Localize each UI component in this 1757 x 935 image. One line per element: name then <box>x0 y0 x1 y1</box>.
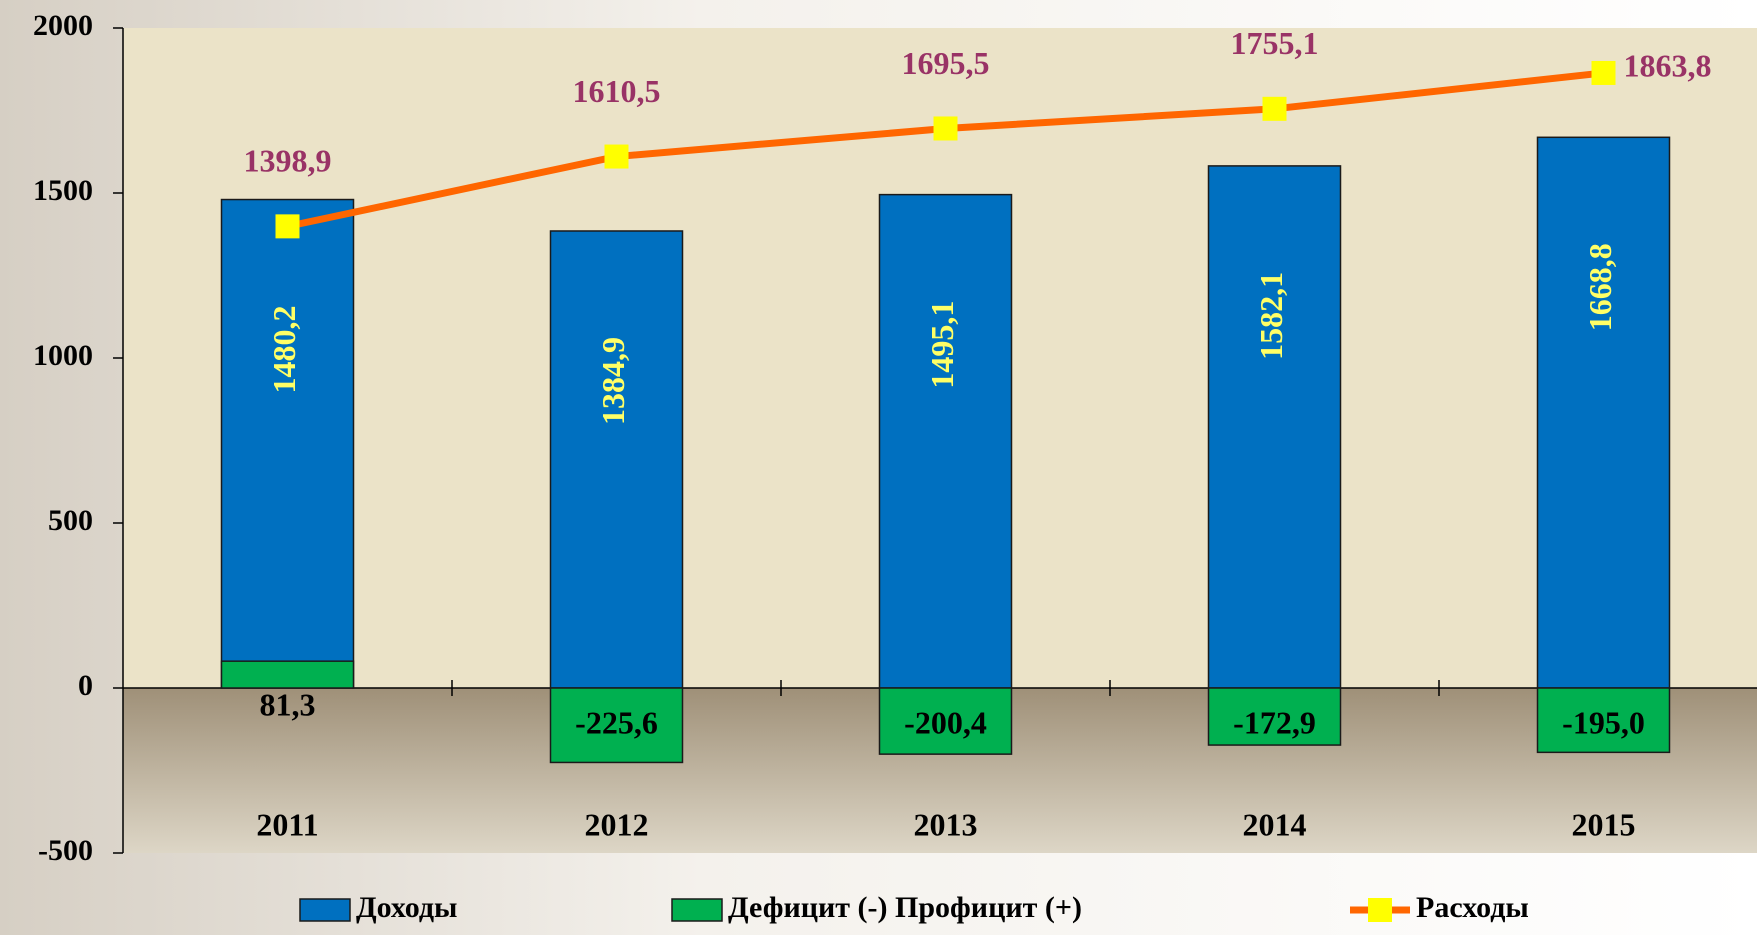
x-tick-label: 2013 <box>914 806 978 842</box>
line-value-label: 1863,8 <box>1624 47 1712 83</box>
legend-label: Доходы <box>356 891 457 924</box>
y-tick-label: 2000 <box>33 9 93 42</box>
bar <box>878 687 1013 755</box>
bar-value-label: 1495,1 <box>924 301 960 389</box>
bar-value-label: 1582,1 <box>1253 272 1289 360</box>
line-value-label: 1610,5 <box>573 73 661 109</box>
bar <box>1207 165 1342 689</box>
line-value-label: 1695,5 <box>902 45 990 81</box>
x-tick-label: 2012 <box>585 806 649 842</box>
bar <box>1536 136 1671 689</box>
bar <box>549 687 684 764</box>
y-tick-label: 500 <box>48 504 93 537</box>
y-tick-label: 0 <box>78 669 93 702</box>
bar <box>220 198 355 689</box>
legend-label: Дефицит (-) Профицит (+) <box>728 891 1082 924</box>
bar <box>549 230 684 689</box>
x-tick-label: 2014 <box>1243 806 1307 842</box>
bar <box>878 193 1013 689</box>
bar <box>1536 687 1671 754</box>
x-tick-label: 2015 <box>1572 806 1636 842</box>
bar-value-label: -225,6 <box>575 704 658 740</box>
bar-value-label: 1384,9 <box>595 337 631 425</box>
bar <box>220 660 355 689</box>
bar-value-label: 81,3 <box>260 686 316 722</box>
marker <box>1591 60 1616 85</box>
bar-value-label: -172,9 <box>1233 704 1316 740</box>
legend-swatch <box>671 898 723 922</box>
y-tick-label: -500 <box>38 834 93 867</box>
bar <box>1207 687 1342 746</box>
marker <box>604 144 629 169</box>
legend-marker <box>1368 898 1392 922</box>
x-tick-label: 2011 <box>256 806 318 842</box>
bar-value-label: 1668,8 <box>1582 243 1618 331</box>
legend-swatch <box>299 898 351 922</box>
line-value-label: 1398,9 <box>244 143 332 179</box>
marker <box>275 214 300 239</box>
line-value-label: 1755,1 <box>1231 25 1319 61</box>
bar-value-label: -200,4 <box>904 704 987 740</box>
y-tick-label: 1000 <box>33 339 93 372</box>
legend-label: Расходы <box>1416 891 1529 924</box>
marker <box>1262 96 1287 121</box>
bar-value-label: -195,0 <box>1562 704 1645 740</box>
marker <box>933 116 958 141</box>
bar-value-label: 1480,2 <box>266 306 302 394</box>
y-tick-label: 1500 <box>33 174 93 207</box>
